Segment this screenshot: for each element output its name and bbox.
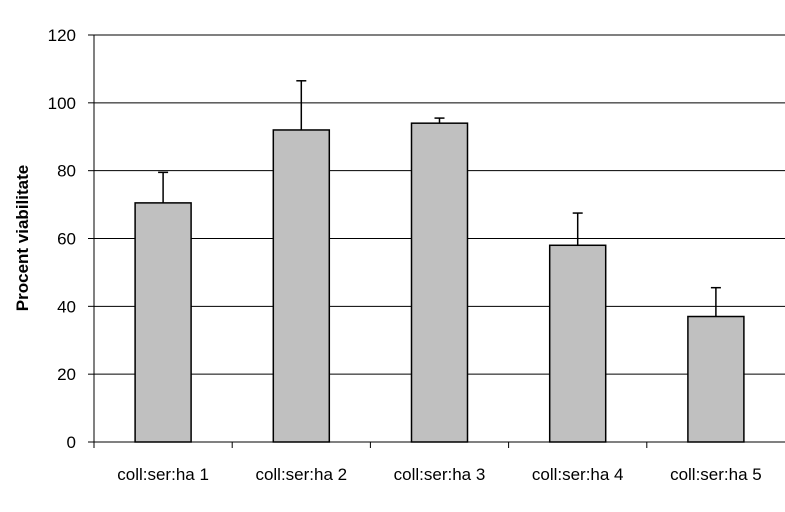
bar (548, 244, 607, 443)
bar (272, 129, 331, 443)
y-tick-label: 120 (48, 26, 76, 45)
y-axis-label: Procent viabilitate (13, 165, 32, 311)
y-tick-label: 80 (57, 162, 76, 181)
bar (134, 202, 192, 443)
y-tick-label: 60 (57, 230, 76, 249)
y-tick-label: 20 (57, 365, 76, 384)
y-tick-label: 40 (57, 297, 76, 316)
x-tick-label: coll:ser:ha 1 (117, 465, 209, 484)
bar (687, 315, 745, 443)
bar (410, 122, 469, 443)
y-tick-label: 0 (67, 433, 76, 452)
x-tick-label: coll:ser:ha 5 (670, 465, 762, 484)
x-tick-label: coll:ser:ha 3 (394, 465, 486, 484)
x-tick-label: coll:ser:ha 2 (255, 465, 347, 484)
y-tick-label: 100 (48, 94, 76, 113)
tick-labels: 0 20 40 60 80 100 120 coll:ser:ha 1 coll:ser:ha … (48, 26, 762, 484)
axes (88, 34, 785, 448)
bars (134, 80, 745, 443)
x-tick-label: coll:ser:ha 4 (532, 465, 624, 484)
